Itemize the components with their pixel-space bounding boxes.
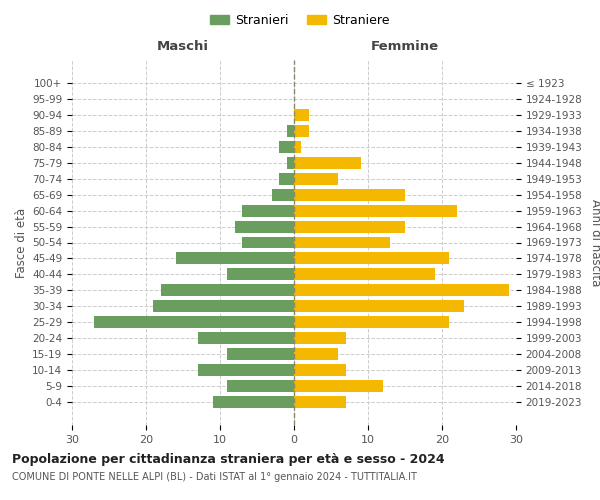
Bar: [294, 124, 309, 136]
Bar: [198, 364, 294, 376]
Text: Femmine: Femmine: [371, 40, 439, 52]
Bar: [294, 220, 405, 232]
Bar: [154, 300, 294, 312]
Text: Maschi: Maschi: [157, 40, 209, 52]
Bar: [294, 204, 457, 216]
Bar: [242, 236, 294, 248]
Bar: [294, 380, 383, 392]
Bar: [227, 348, 294, 360]
Bar: [294, 188, 405, 200]
Bar: [279, 172, 294, 184]
Text: COMUNE DI PONTE NELLE ALPI (BL) - Dati ISTAT al 1° gennaio 2024 - TUTTITALIA.IT: COMUNE DI PONTE NELLE ALPI (BL) - Dati I…: [12, 472, 417, 482]
Bar: [294, 316, 449, 328]
Bar: [294, 108, 309, 120]
Bar: [294, 236, 390, 248]
Bar: [294, 172, 338, 184]
Bar: [272, 188, 294, 200]
Bar: [227, 380, 294, 392]
Bar: [287, 124, 294, 136]
Text: Popolazione per cittadinanza straniera per età e sesso - 2024: Popolazione per cittadinanza straniera p…: [12, 452, 445, 466]
Bar: [287, 156, 294, 168]
Y-axis label: Anni di nascita: Anni di nascita: [589, 199, 600, 286]
Bar: [212, 396, 294, 408]
Bar: [94, 316, 294, 328]
Bar: [294, 396, 346, 408]
Bar: [294, 300, 464, 312]
Bar: [294, 332, 346, 344]
Bar: [227, 268, 294, 280]
Bar: [294, 364, 346, 376]
Bar: [176, 252, 294, 264]
Bar: [161, 284, 294, 296]
Bar: [294, 348, 338, 360]
Bar: [242, 204, 294, 216]
Bar: [294, 252, 449, 264]
Legend: Stranieri, Straniere: Stranieri, Straniere: [205, 8, 395, 32]
Bar: [279, 140, 294, 152]
Bar: [294, 268, 434, 280]
Bar: [235, 220, 294, 232]
Bar: [198, 332, 294, 344]
Bar: [294, 284, 509, 296]
Bar: [294, 156, 361, 168]
Bar: [294, 140, 301, 152]
Y-axis label: Fasce di età: Fasce di età: [15, 208, 28, 278]
